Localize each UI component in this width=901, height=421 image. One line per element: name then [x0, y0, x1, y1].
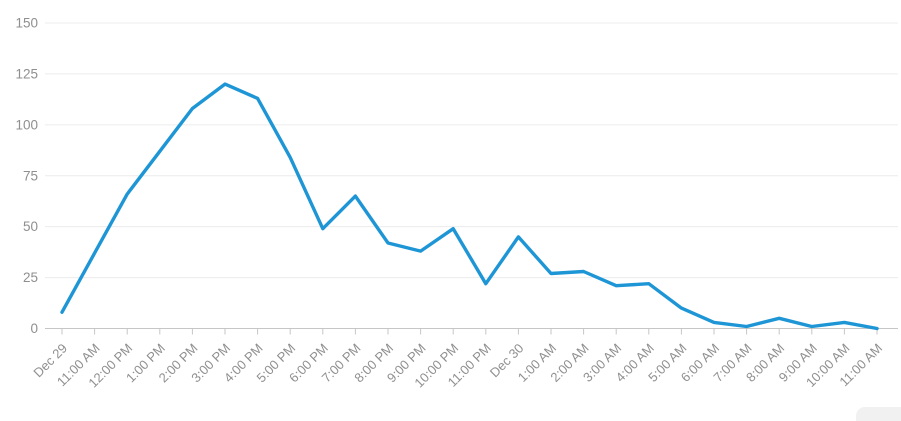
- y-tick-label: 150: [15, 16, 38, 31]
- y-tick-label: 125: [15, 66, 38, 81]
- y-tick-label: 75: [23, 168, 38, 183]
- y-tick-label: 0: [30, 321, 38, 336]
- y-tick-label: 100: [15, 117, 38, 132]
- data-series-line[interactable]: [60, 82, 879, 331]
- y-tick-label: 25: [23, 270, 38, 285]
- corner-overlay: [856, 407, 901, 421]
- y-tick-label: 50: [23, 219, 38, 234]
